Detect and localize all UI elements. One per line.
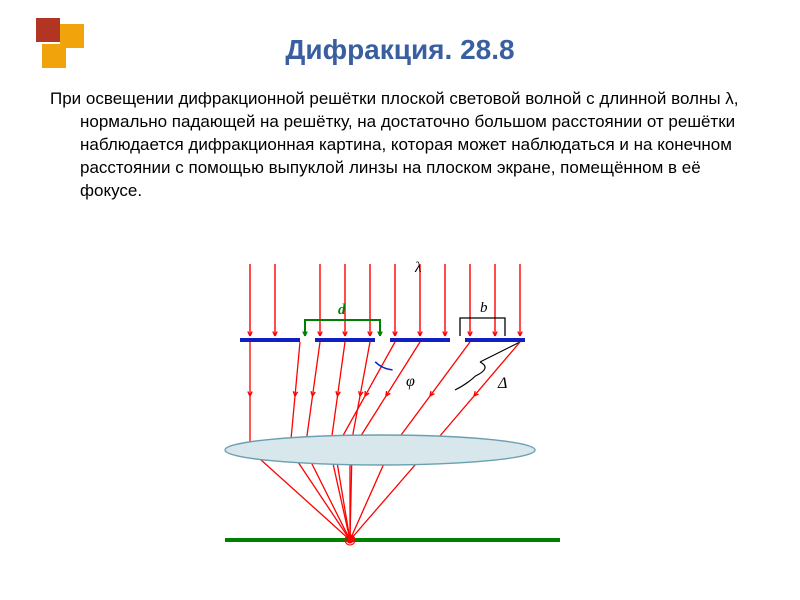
corner-decor [36, 18, 96, 78]
svg-text:Δ: Δ [497, 375, 507, 392]
svg-text:φ: φ [406, 373, 415, 390]
body-paragraph: При освещении дифракционной решётки плос… [70, 88, 760, 203]
svg-text:d: d [338, 302, 346, 318]
diagram-container: λ d b φ Δ [0, 260, 800, 560]
page-title: Дифракция. 28.8 [40, 34, 760, 66]
svg-text:λ: λ [414, 260, 422, 276]
diffraction-diagram: λ d b φ Δ [180, 260, 620, 560]
svg-text:b: b [480, 300, 488, 316]
